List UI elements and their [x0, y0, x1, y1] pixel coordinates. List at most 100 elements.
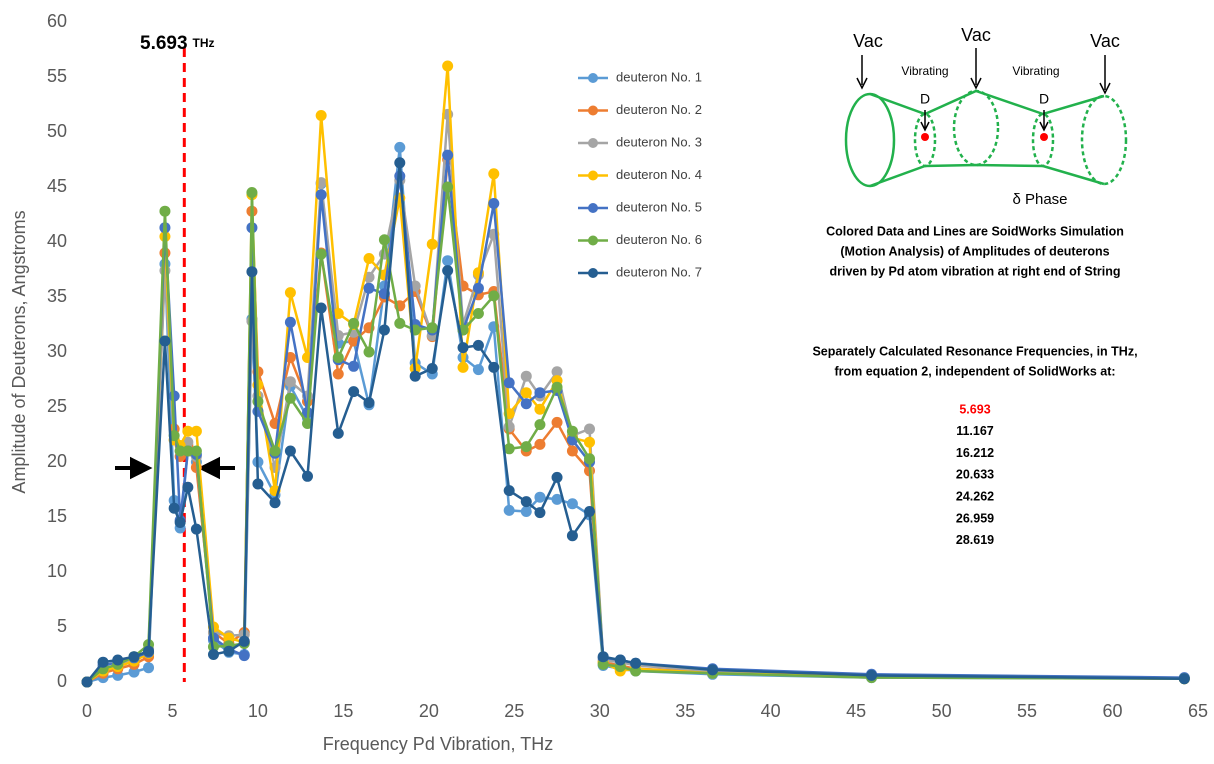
point: [81, 676, 93, 688]
point: [284, 445, 296, 457]
vibrating-label: Vibrating: [901, 64, 948, 78]
point: [394, 157, 406, 169]
point: [252, 478, 264, 490]
point: [284, 287, 296, 299]
point: [426, 322, 438, 334]
point: [315, 248, 327, 260]
point: [378, 234, 390, 246]
point: [488, 168, 500, 180]
point: [551, 471, 563, 483]
point: [159, 205, 171, 217]
x-axis-title: Frequency Pd Vibration, THz: [323, 734, 553, 754]
point: [363, 282, 375, 294]
point: [534, 387, 546, 399]
tube: [1080, 94, 1128, 186]
y-tick-label: 35: [47, 286, 67, 306]
x-tick-label: 35: [675, 701, 695, 721]
point: [488, 290, 500, 302]
legend-label: deuteron No. 7: [616, 264, 702, 279]
d-label: D: [1039, 91, 1049, 107]
point: [457, 361, 469, 373]
diagram: Vac Vac Vac Vibrating Vibrating D D δ Ph…: [844, 25, 1128, 208]
point: [238, 650, 250, 662]
y-tick-label: 40: [47, 231, 67, 251]
point: [315, 302, 327, 314]
point: [394, 141, 406, 153]
frequencies-heading: Separately Calculated Resonance Frequenc…: [812, 344, 1137, 358]
vibrating-label: Vibrating: [1012, 64, 1059, 78]
point: [223, 645, 235, 657]
point: [182, 445, 194, 457]
y-tick-label: 50: [47, 121, 67, 141]
x-tick-label: 55: [1017, 701, 1037, 721]
point: [1178, 673, 1190, 685]
point: [584, 453, 596, 465]
x-tick-label: 40: [761, 701, 781, 721]
frequency: 20.633: [956, 468, 994, 482]
point: [551, 366, 563, 378]
point: [190, 523, 202, 535]
point: [223, 632, 235, 644]
point: [442, 60, 454, 72]
y-tick-label: 30: [47, 341, 67, 361]
point: [112, 654, 124, 666]
y-tick-label: 10: [47, 561, 67, 581]
x-tick-label: 30: [590, 701, 610, 721]
point: [442, 181, 454, 193]
point: [630, 665, 642, 677]
point: [520, 506, 532, 517]
point: [442, 149, 454, 161]
tube: [952, 89, 1000, 167]
y-tick-label: 55: [47, 66, 67, 86]
frequency: 28.619: [956, 533, 994, 547]
point: [332, 427, 344, 439]
bracket-arrows: [115, 456, 235, 480]
point: [442, 265, 454, 277]
x-tick-label: 15: [333, 701, 353, 721]
point: [284, 316, 296, 328]
point: [520, 387, 532, 399]
y-tick-label: 0: [57, 671, 67, 691]
point: [488, 198, 500, 209]
legend-label: deuteron No. 6: [616, 232, 702, 247]
point: [566, 530, 578, 542]
point: [584, 423, 596, 435]
point: [534, 438, 546, 450]
point: [597, 651, 609, 663]
legend-marker: [588, 105, 598, 116]
legend-marker: [588, 235, 598, 246]
marker-unit: THz: [193, 36, 215, 50]
point: [207, 649, 219, 660]
point: [252, 396, 264, 407]
point: [190, 425, 202, 437]
point: [332, 368, 344, 380]
point: [363, 397, 375, 409]
point: [614, 654, 626, 666]
point: [315, 110, 327, 121]
note-line: driven by Pd atom vibration at right end…: [830, 264, 1121, 278]
y-tick-label: 20: [47, 451, 67, 471]
point: [284, 376, 296, 388]
point: [182, 425, 194, 437]
point: [534, 419, 546, 431]
point: [363, 253, 375, 264]
point: [190, 445, 202, 457]
point: [488, 361, 500, 373]
point: [238, 635, 250, 647]
point: [301, 418, 313, 429]
point: [520, 496, 532, 508]
x-tick-label: 20: [419, 701, 439, 721]
legend-marker: [588, 73, 598, 83]
point: [332, 308, 344, 319]
point: [168, 390, 180, 402]
frequency: 5.693: [959, 402, 990, 416]
x-tick-label: 10: [248, 701, 268, 721]
legend-marker: [588, 138, 598, 148]
marker-value: 5.693: [140, 33, 188, 54]
point: [503, 443, 515, 455]
point: [168, 502, 180, 514]
point: [520, 398, 532, 410]
point: [128, 666, 140, 678]
x-tick-label: 25: [504, 701, 524, 721]
